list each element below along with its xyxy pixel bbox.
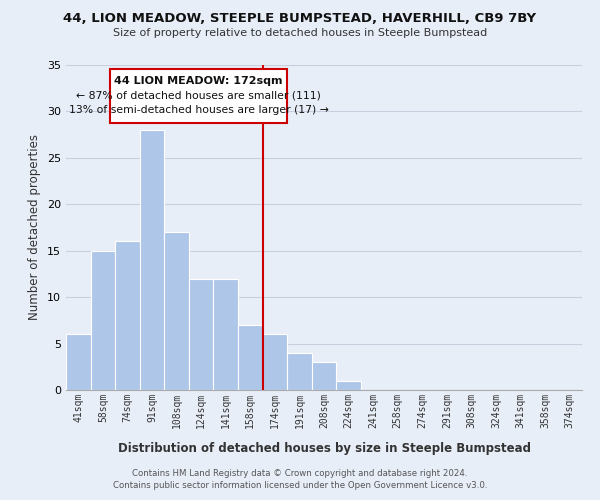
Bar: [336, 380, 361, 390]
X-axis label: Distribution of detached houses by size in Steeple Bumpstead: Distribution of detached houses by size …: [118, 442, 530, 455]
Bar: [238, 325, 263, 390]
Bar: [115, 242, 140, 390]
Text: 13% of semi-detached houses are larger (17) →: 13% of semi-detached houses are larger (…: [69, 105, 329, 115]
Bar: [91, 250, 115, 390]
Text: 44, LION MEADOW, STEEPLE BUMPSTEAD, HAVERHILL, CB9 7BY: 44, LION MEADOW, STEEPLE BUMPSTEAD, HAVE…: [64, 12, 536, 26]
Bar: [287, 353, 312, 390]
Bar: [66, 334, 91, 390]
Bar: [164, 232, 189, 390]
Y-axis label: Number of detached properties: Number of detached properties: [28, 134, 41, 320]
Text: Contains HM Land Registry data © Crown copyright and database right 2024.: Contains HM Land Registry data © Crown c…: [132, 468, 468, 477]
Text: Contains public sector information licensed under the Open Government Licence v3: Contains public sector information licen…: [113, 481, 487, 490]
FancyBboxPatch shape: [110, 68, 287, 122]
Text: 44 LION MEADOW: 172sqm: 44 LION MEADOW: 172sqm: [115, 76, 283, 86]
Bar: [189, 278, 214, 390]
Bar: [312, 362, 336, 390]
Text: ← 87% of detached houses are smaller (111): ← 87% of detached houses are smaller (11…: [76, 91, 321, 101]
Text: Size of property relative to detached houses in Steeple Bumpstead: Size of property relative to detached ho…: [113, 28, 487, 38]
Bar: [263, 334, 287, 390]
Bar: [140, 130, 164, 390]
Bar: [214, 278, 238, 390]
